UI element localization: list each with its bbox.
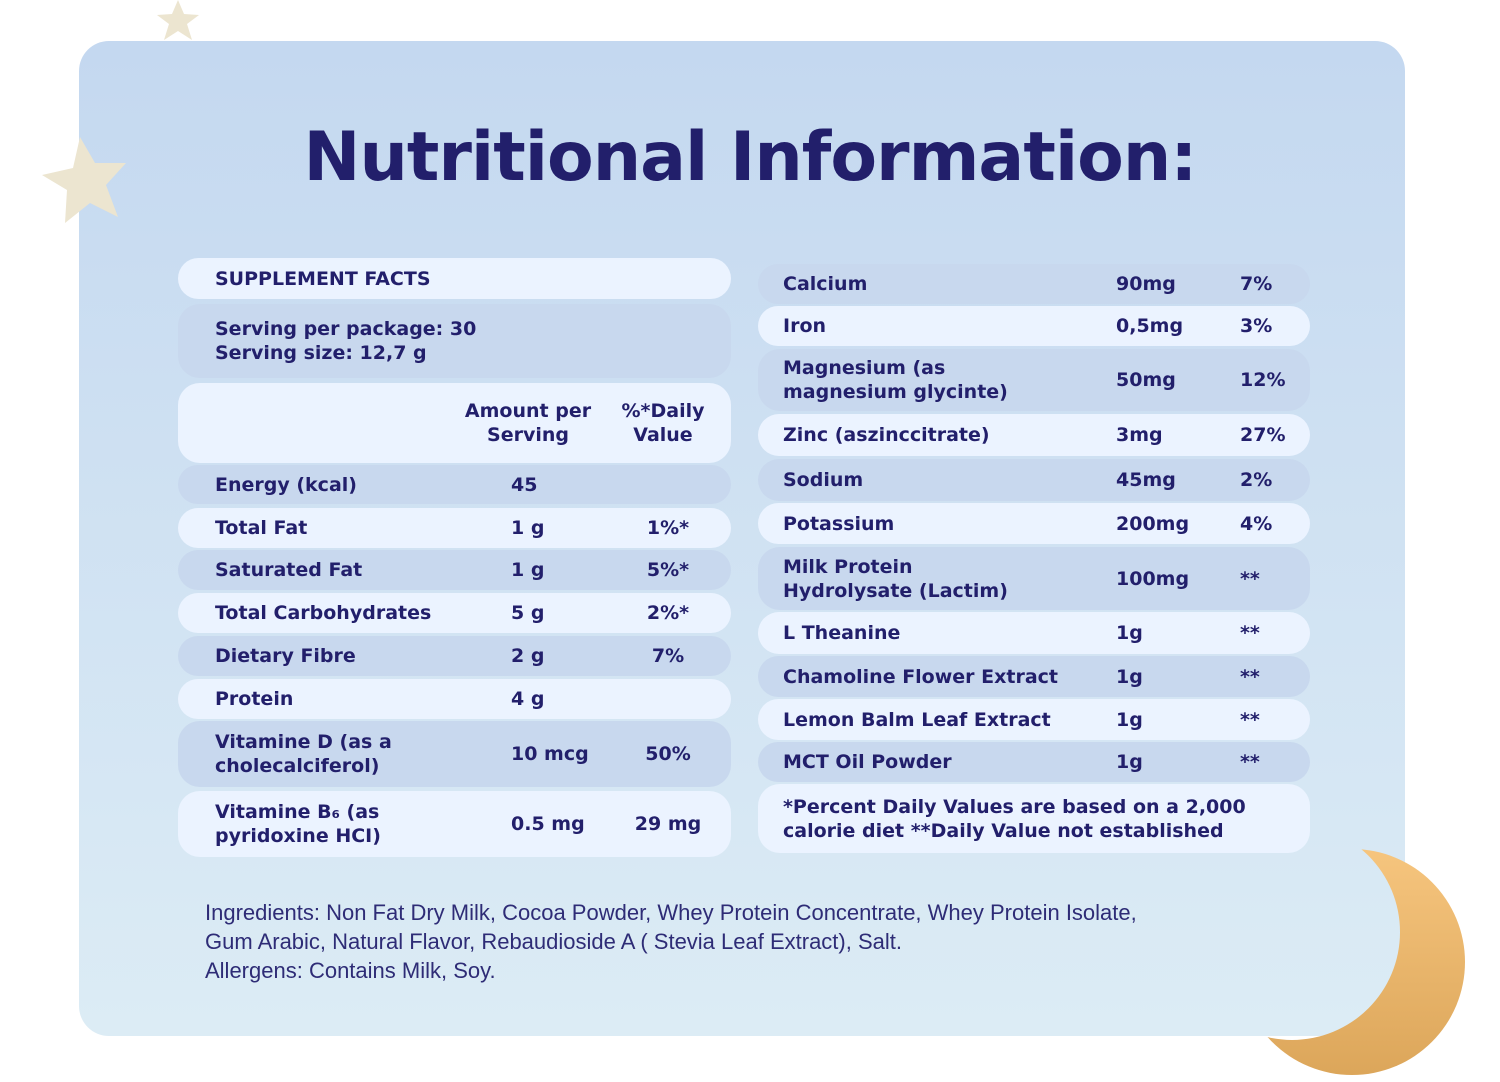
nutrient-amount: 2 g <box>511 645 545 667</box>
table-row: Dietary Fibre 2 g 7% <box>178 636 731 676</box>
nutrient-amount: 0.5 mg <box>511 813 585 835</box>
nutrient-amount: 50mg <box>1116 369 1176 391</box>
table-row: L Theanine 1g ** <box>758 612 1310 654</box>
nutrient-dv: 5%* <box>646 559 690 581</box>
nutrient-amount: 10 mcg <box>511 743 589 765</box>
nutrient-dv: 29 mg <box>634 813 702 835</box>
nutrient-dv: ** <box>1240 567 1260 590</box>
allergens-text: Allergens: Contains Milk, Soy. <box>205 958 496 983</box>
table-row: Vitamine D (as a cholecalciferol) 10 mcg 5… <box>178 721 731 787</box>
ingredients-text: Ingredients: Non Fat Dry Milk, Cocoa Pow… <box>205 900 1137 954</box>
table-row: Protein 4 g <box>178 679 731 719</box>
table-row: Zinc (aszinccitrate) 3mg 27% <box>758 414 1310 456</box>
nutrient-amount: 200mg <box>1116 512 1190 535</box>
table-row: MCT Oil Powder 1g ** <box>758 742 1310 782</box>
nutrient-amount: 1g <box>1116 665 1143 688</box>
table-row: Milk Protein Hydrolysate (Lactim) 100mg ** <box>758 547 1310 610</box>
nutrient-amount: 1g <box>1116 751 1143 773</box>
star-icon <box>157 0 199 40</box>
nutrient-dv: 3% <box>1240 315 1273 337</box>
nutrient-name: Energy (kcal) <box>215 473 357 496</box>
nutrient-amount: 5 g <box>511 602 545 624</box>
column-header-row: Amount per Serving %*Daily Value <box>178 383 731 463</box>
nutrient-amount: 1g <box>1116 622 1143 644</box>
footnote: *Percent Daily Values are based on a 2,0… <box>758 784 1310 853</box>
nutrient-name: Saturated Fat <box>215 559 363 581</box>
nutrient-name: Vitamine B₆ (as pyridoxine HCI) <box>215 801 381 847</box>
nutrient-name: Magnesium (as magnesium glycinte) <box>783 357 1008 403</box>
nutrient-amount: 45mg <box>1116 469 1176 491</box>
nutrient-amount: 90mg <box>1116 273 1176 295</box>
header-label: SUPPLEMENT FACTS <box>215 267 431 290</box>
table-row: Total Carbohydrates 5 g 2%* <box>178 593 731 633</box>
column-amount: Amount per Serving <box>464 400 592 446</box>
table-row: Calcium 90mg 7% <box>758 264 1310 304</box>
nutrient-name: Potassium <box>783 512 895 535</box>
table-row: Vitamine B₆ (as pyridoxine HCI) 0.5 mg 29 … <box>178 791 731 857</box>
table-row: Total Fat 1 g 1%* <box>178 508 731 548</box>
ingredients-section: Ingredients: Non Fat Dry Milk, Cocoa Pow… <box>205 898 1137 985</box>
nutrient-amount: 0,5mg <box>1116 315 1184 337</box>
table-row: Iron 0,5mg 3% <box>758 306 1310 346</box>
table-row: Sodium 45mg 2% <box>758 459 1310 501</box>
nutrient-name: Lemon Balm Leaf Extract <box>783 708 1051 731</box>
serving-per-package: Serving per package: 30 <box>215 318 477 340</box>
nutrient-name: Milk Protein Hydrolysate (Lactim) <box>783 555 1008 602</box>
nutrient-name: Chamoline Flower Extract <box>783 665 1059 688</box>
nutrient-dv: 50% <box>645 743 691 765</box>
supplement-facts-header: SUPPLEMENT FACTS <box>178 258 731 299</box>
footnote-text: *Percent Daily Values are based on a 2,0… <box>783 795 1246 842</box>
nutrient-amount: 1 g <box>511 559 545 581</box>
nutrient-amount: 1g <box>1116 708 1143 731</box>
moon-icon <box>1239 849 1465 1075</box>
serving-text: Serving per package: 30 Serving size: 12,… <box>215 317 476 365</box>
nutrient-amount: 4 g <box>511 688 545 710</box>
nutrient-amount: 1 g <box>511 517 545 539</box>
nutrient-amount: 3mg <box>1116 424 1163 446</box>
table-row: Lemon Balm Leaf Extract 1g ** <box>758 699 1310 740</box>
nutrient-dv: ** <box>1240 665 1260 688</box>
table-row: Energy (kcal) 45 <box>178 465 731 504</box>
nutrient-name: L Theanine <box>783 622 901 644</box>
nutrient-name: Zinc (aszinccitrate) <box>783 424 990 446</box>
star-icon <box>42 137 126 223</box>
nutrient-name: MCT Oil Powder <box>783 751 952 773</box>
serving-size: Serving size: 12,7 g <box>215 342 427 364</box>
nutrient-dv: 1%* <box>646 517 690 539</box>
nutrient-dv: 27% <box>1240 424 1286 446</box>
nutrient-name: Calcium <box>783 273 868 295</box>
nutrient-dv: 7% <box>651 645 685 667</box>
table-row: Potassium 200mg 4% <box>758 503 1310 544</box>
nutrient-name: Total Carbohydrates <box>215 602 432 624</box>
table-row: Chamoline Flower Extract 1g ** <box>758 656 1310 697</box>
nutrient-dv: 4% <box>1240 512 1273 535</box>
nutrient-name: Total Fat <box>215 517 308 539</box>
table-row: Saturated Fat 1 g 5%* <box>178 550 731 590</box>
page-title: Nutritional Information: <box>303 118 1198 197</box>
nutrient-name: Sodium <box>783 469 864 491</box>
nutrient-dv: ** <box>1240 708 1260 731</box>
nutrient-name: Iron <box>783 315 827 337</box>
nutrient-dv: ** <box>1240 622 1260 644</box>
nutrient-dv: 12% <box>1240 369 1286 391</box>
nutrient-name: Protein <box>215 688 294 710</box>
nutrient-name: Dietary Fibre <box>215 645 356 667</box>
column-daily-value: %*Daily Value <box>621 400 705 446</box>
nutrient-dv: 2% <box>1240 469 1273 491</box>
nutrient-dv: 2%* <box>646 602 690 624</box>
nutrient-name: Vitamine D (as a cholecalciferol) <box>215 731 392 777</box>
nutrient-amount: 45 <box>511 473 538 496</box>
table-row: Magnesium (as magnesium glycinte) 50mg 12% <box>758 349 1310 411</box>
nutrient-dv: ** <box>1240 751 1260 773</box>
nutrient-amount: 100mg <box>1116 567 1190 590</box>
serving-info: Serving per package: 30 Serving size: 12,… <box>178 304 731 378</box>
nutrient-dv: 7% <box>1240 273 1273 295</box>
